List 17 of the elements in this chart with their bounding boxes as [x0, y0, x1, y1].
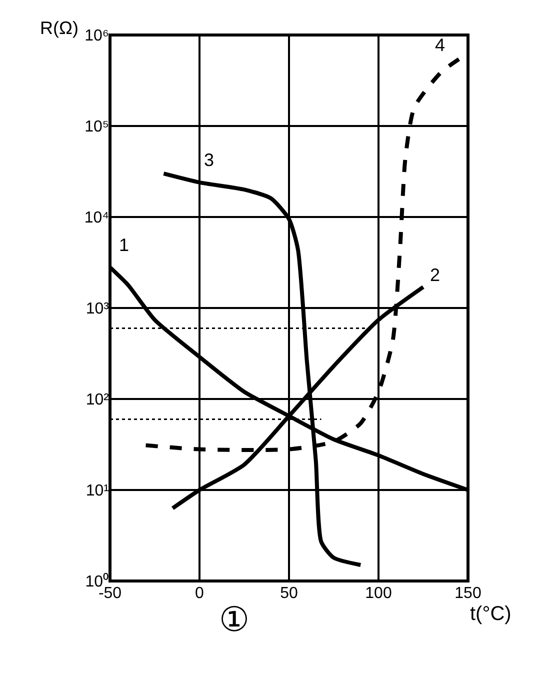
- x-axis-title: t(°C): [470, 603, 512, 625]
- y-axis-title: R(Ω): [40, 18, 78, 38]
- series-label: 2: [430, 265, 440, 285]
- x-tick-label: 150: [454, 585, 482, 602]
- y-tick-label: 10⁶: [84, 28, 109, 45]
- series-label: 1: [119, 235, 130, 255]
- x-tick-label: 50: [280, 585, 298, 602]
- y-tick-label: 10⁴: [84, 210, 110, 227]
- text: ①: [219, 601, 249, 639]
- y-tick-label: 10²: [86, 392, 110, 409]
- y-tick-label: 10⁵: [84, 118, 109, 136]
- series-label: 3: [204, 150, 214, 170]
- y-tick-label: 10¹: [86, 482, 109, 500]
- series-label: 4: [435, 35, 446, 55]
- y-tick-label: 10³: [86, 300, 110, 318]
- x-tick-label: 0: [195, 585, 204, 602]
- x-tick-label: 100: [365, 585, 392, 602]
